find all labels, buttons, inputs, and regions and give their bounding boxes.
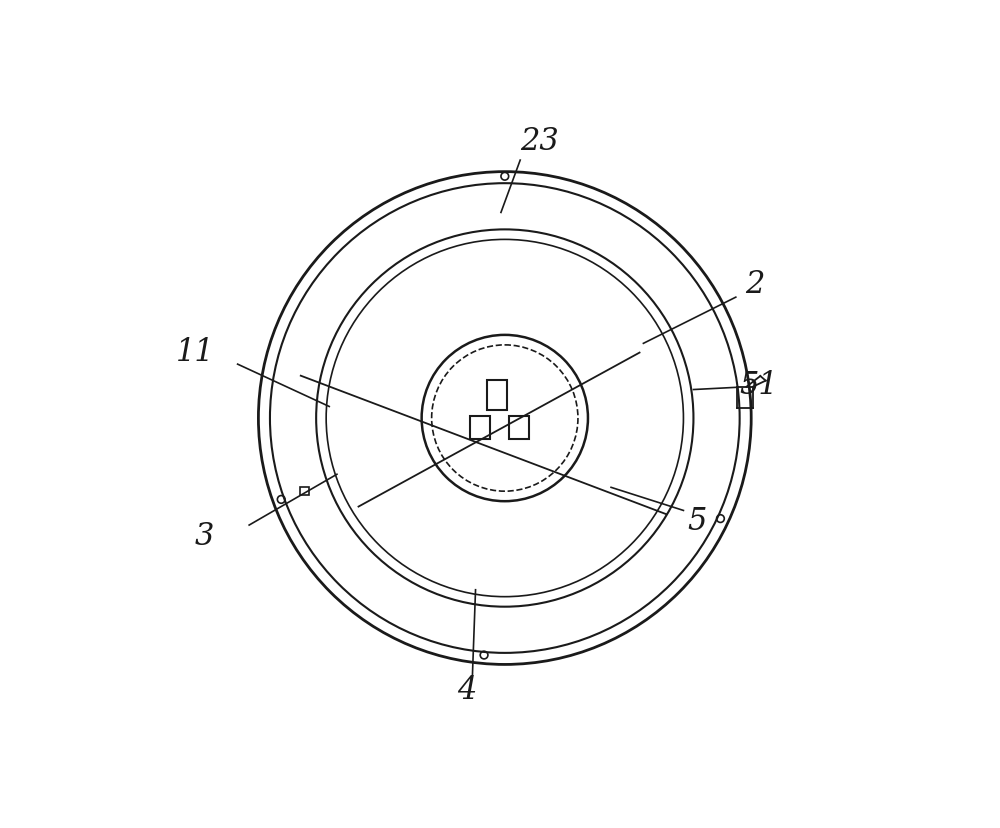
Text: 5: 5 (688, 505, 707, 537)
Bar (509, 416, 529, 440)
Bar (300, 487, 309, 496)
Bar (470, 416, 490, 440)
Text: 2: 2 (745, 268, 765, 300)
Text: 23: 23 (520, 126, 559, 157)
Text: 3: 3 (195, 521, 214, 551)
Bar (487, 381, 507, 410)
Text: 4: 4 (457, 675, 476, 705)
Text: 51: 51 (740, 370, 778, 401)
Text: 11: 11 (176, 336, 215, 367)
